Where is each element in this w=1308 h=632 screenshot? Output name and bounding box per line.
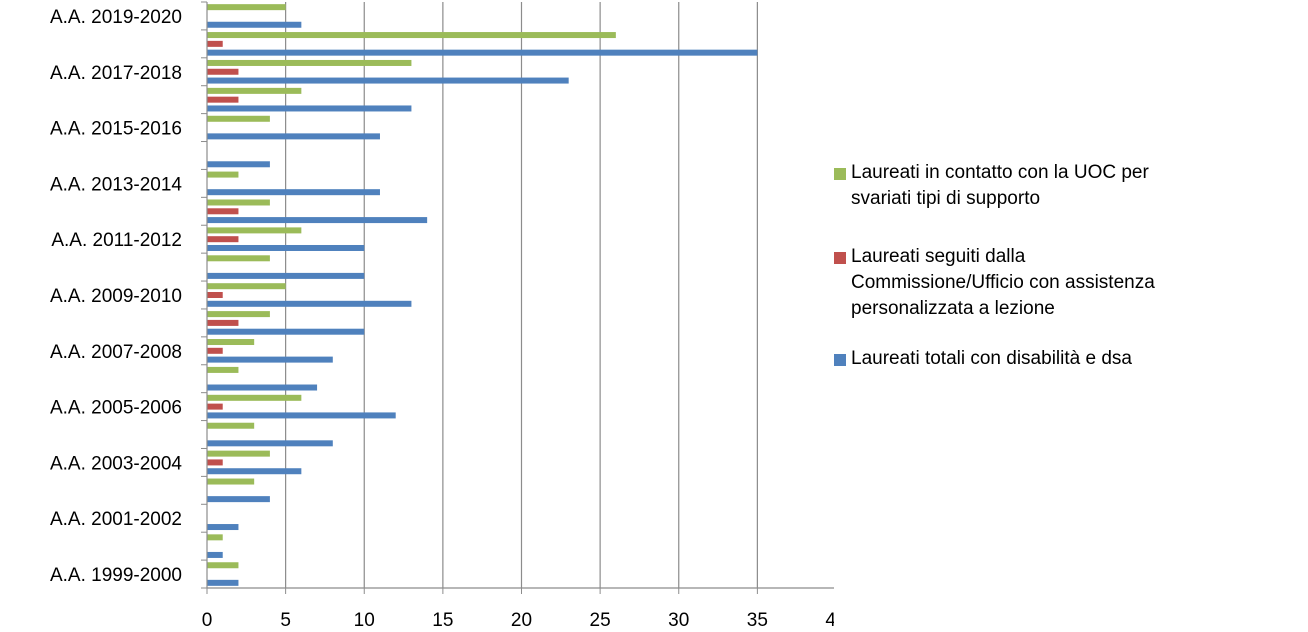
y-category-label: A.A. 2019-2020 [50, 7, 182, 28]
bar-totali [207, 384, 318, 391]
bar-totali [207, 468, 302, 475]
bar-totali [207, 49, 758, 56]
bar-totali [207, 105, 412, 112]
bar-totali [207, 356, 333, 363]
bar-totali [207, 551, 223, 558]
bar-commissione [207, 403, 223, 410]
bar-commissione [207, 319, 239, 326]
bar-commissione [207, 459, 223, 466]
bar-commissione [207, 96, 239, 103]
y-category-label: A.A. 2009-2010 [50, 286, 182, 307]
bar-uoc [207, 283, 286, 290]
bar-totali [207, 217, 428, 224]
bar-uoc [207, 4, 286, 11]
bar-uoc [207, 115, 270, 122]
x-tick-label: 25 [590, 610, 611, 631]
x-tick-label: 20 [511, 610, 532, 631]
bar-commissione [207, 68, 239, 75]
legend-label-line: Laureati in contatto con la UOC per [851, 162, 1149, 183]
bar-uoc [207, 478, 255, 485]
bar-commissione [207, 292, 223, 298]
legend-item-commissione: Laureati seguiti dalla Commissione/Uffic… [834, 244, 1304, 322]
bar-totali [207, 524, 239, 531]
bar-totali [207, 579, 239, 586]
bar-uoc [207, 311, 270, 318]
bar-totali [207, 21, 302, 28]
bar-totali [207, 328, 365, 335]
chart-plot: 0 5 10 15 20 25 30 35 40 A.A. 1999-2000 A.A. 2001-… [50, 1, 834, 631]
x-tick-label: 0 [202, 610, 213, 631]
bar-uoc [207, 422, 255, 429]
bar-commissione [207, 208, 239, 215]
bar-uoc [207, 32, 616, 39]
bar-uoc [207, 339, 255, 346]
bar-totali [207, 300, 412, 307]
x-tick-label: 5 [280, 610, 291, 631]
legend-label-line: svariati tipi di supporto [851, 188, 1041, 209]
legend-item-totali: Laureati totali con disabilità e dsa [834, 346, 1304, 372]
legend-swatch-blue [834, 354, 846, 366]
bar-totali [207, 496, 270, 503]
x-tick-label: 15 [432, 610, 453, 631]
y-category-label: A.A. 2007-2008 [50, 342, 182, 363]
bar-totali [207, 272, 365, 279]
bar-totali [207, 77, 569, 84]
legend-label-line: personalizzata a lezione [851, 298, 1055, 319]
bar-totali [207, 440, 333, 447]
x-tick-label: 40 [825, 610, 834, 631]
bar-totali [207, 244, 365, 251]
bar-uoc [207, 450, 270, 457]
legend-label-line: Commissione/Ufficio con assistenza [851, 272, 1155, 293]
bar-totali [207, 412, 396, 419]
bar-uoc [207, 534, 223, 541]
bar-uoc [207, 255, 270, 262]
y-category-label: A.A. 2003-2004 [50, 453, 182, 474]
bar-totali [207, 161, 270, 168]
legend-label-line: Laureati seguiti dalla [851, 246, 1026, 267]
y-category-label: A.A. 2001-2002 [50, 509, 182, 530]
x-tick-label: 35 [747, 610, 768, 631]
x-tick-label: 30 [668, 610, 689, 631]
y-category-label: A.A. 2005-2006 [50, 398, 182, 419]
y-category-label: A.A. 2017-2018 [50, 63, 182, 84]
bar-uoc [207, 366, 239, 373]
legend-swatch-green [834, 168, 846, 180]
y-category-label: A.A. 1999-2000 [50, 565, 182, 586]
bar-uoc [207, 171, 239, 178]
bar-uoc [207, 87, 302, 94]
bar-totali [207, 133, 380, 140]
legend-swatch-red [834, 252, 846, 264]
bar-uoc [207, 562, 239, 569]
legend-label-line: Laureati totali con disabilità e dsa [851, 348, 1132, 369]
x-tick-label: 10 [354, 610, 375, 631]
y-category-label: A.A. 2011-2012 [51, 230, 182, 251]
bar-totali [207, 189, 380, 196]
y-category-label: A.A. 2015-2016 [50, 119, 182, 140]
bar-uoc [207, 394, 302, 401]
legend: Laureati in contatto con la UOC per svar… [834, 160, 1304, 372]
bar-uoc [207, 199, 270, 206]
legend-item-supporto-uoc: Laureati in contatto con la UOC per svar… [834, 160, 1304, 212]
y-category-label: A.A. 2013-2014 [50, 174, 182, 195]
bar-commissione [207, 347, 223, 354]
bar-uoc [207, 59, 412, 66]
bar-commissione [207, 40, 223, 47]
bar-commissione [207, 236, 239, 243]
bar-uoc [207, 227, 302, 234]
